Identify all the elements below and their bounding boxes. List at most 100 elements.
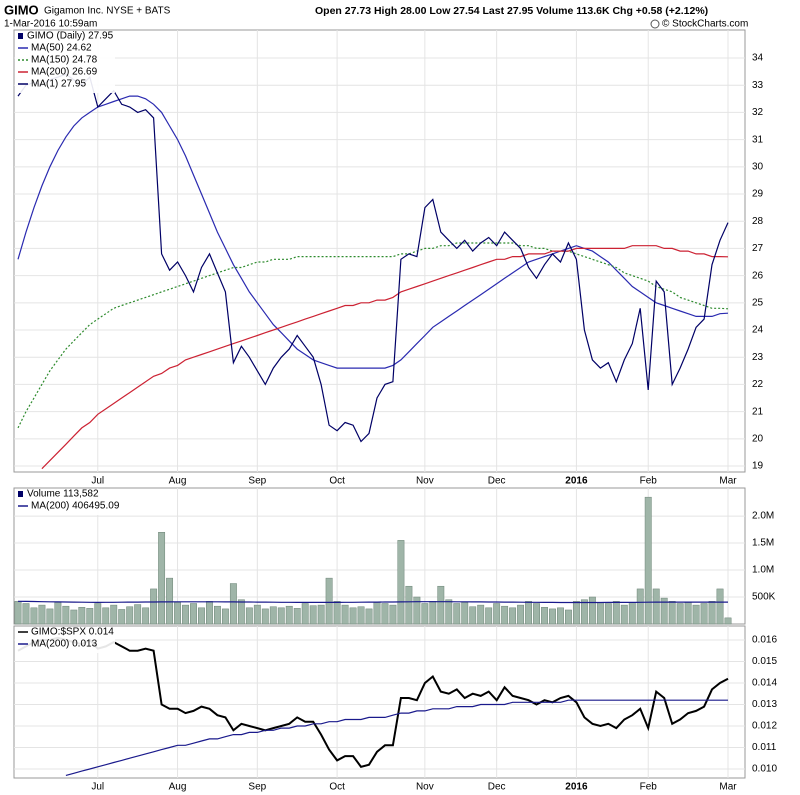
symbol: GIMO — [4, 2, 39, 17]
volume-bar — [174, 602, 181, 625]
volume-bar — [126, 606, 134, 625]
volume-bar — [405, 585, 413, 625]
series-line — [17, 600, 728, 604]
volume-bar — [389, 604, 397, 625]
x-tick-label: 2016 — [565, 476, 588, 487]
x-tick-label: 2016 — [565, 782, 588, 793]
y-tick-label: 23 — [752, 352, 764, 363]
y-tick-label: 33 — [752, 80, 764, 91]
volume-bar — [413, 596, 421, 625]
volume-bar — [341, 604, 349, 625]
volume-bar — [150, 588, 158, 625]
volume-bar — [421, 603, 429, 625]
legend-label: GIMO:$SPX 0.014 — [31, 627, 114, 638]
volume-bar — [190, 603, 197, 625]
legend-label: MA(200) 406495.09 — [31, 501, 120, 512]
legend-label: MA(200) 26.69 — [31, 67, 98, 78]
x-tick-label: Nov — [416, 782, 434, 793]
volume-bar — [301, 603, 309, 625]
volume-bar — [724, 617, 732, 625]
y-tick-label: 0.015 — [752, 656, 777, 667]
volume-bar — [525, 601, 533, 625]
volume-bar — [213, 605, 221, 625]
y-tick-label: 31 — [752, 134, 764, 145]
volume-bar — [237, 599, 245, 625]
x-tick-label: Aug — [169, 782, 187, 793]
volume-bar — [700, 603, 708, 625]
y-tick-label: 0.011 — [752, 742, 777, 753]
y-tick-label: 1.0M — [752, 565, 774, 576]
volume-bar — [62, 605, 70, 625]
volume-bar — [708, 601, 716, 625]
volume-bar — [628, 602, 636, 625]
volume-bar — [604, 603, 612, 625]
volume-bar — [493, 603, 501, 625]
volume-bar — [572, 601, 580, 625]
volume-bar — [317, 604, 325, 625]
volume-bar — [588, 596, 596, 625]
x-tick-label: Oct — [329, 476, 345, 487]
volume-bar — [692, 604, 700, 625]
quote-line: Open 27.73 High 28.00 Low 27.54 Last 27.… — [315, 5, 708, 17]
volume-bar — [102, 607, 110, 625]
volume-bar — [557, 607, 564, 625]
x-tick-label: Dec — [488, 476, 506, 487]
volume-bar — [229, 583, 237, 625]
volume-bar — [166, 577, 174, 625]
legend-label: MA(200) 0.013 — [31, 639, 98, 650]
series-line — [65, 699, 728, 776]
legend-label: MA(50) 24.62 — [31, 43, 92, 54]
volume-bar — [652, 588, 660, 625]
y-tick-label: 30 — [752, 161, 764, 172]
volume-bar — [501, 605, 509, 625]
volume-bar — [429, 601, 437, 625]
x-tick-label: Mar — [719, 476, 737, 487]
volume-bar — [397, 540, 405, 625]
series-line — [17, 73, 729, 443]
credit: © StockCharts.com — [662, 19, 748, 30]
volume-bar — [612, 601, 620, 625]
volume-bar — [453, 603, 461, 625]
volume-bar — [517, 604, 525, 625]
y-tick-label: 34 — [752, 53, 764, 64]
volume-bar — [325, 577, 333, 625]
volume-bar — [86, 608, 94, 625]
series-line — [17, 636, 729, 768]
volume-bar — [261, 608, 269, 625]
y-tick-label: 25 — [752, 297, 764, 308]
x-tick-label: Aug — [169, 476, 187, 487]
y-tick-label: 32 — [752, 107, 764, 118]
volume-bar — [541, 607, 548, 625]
volume-bar — [253, 604, 261, 625]
x-tick-label: Sep — [248, 476, 266, 487]
y-tick-label: 2.0M — [752, 511, 774, 522]
volume-bar — [684, 602, 692, 625]
volume-bar — [245, 607, 253, 625]
volume-bar — [54, 602, 62, 625]
x-tick-label: Jul — [91, 476, 104, 487]
volume-bar — [333, 601, 341, 625]
volume-bar — [445, 599, 453, 625]
y-tick-label: 0.014 — [752, 678, 777, 689]
volume-bar — [118, 609, 126, 625]
y-tick-label: 29 — [752, 189, 764, 200]
volume-bar — [285, 605, 293, 625]
y-tick-label: 22 — [752, 379, 764, 390]
credit-icon — [650, 19, 660, 29]
x-tick-label: Mar — [719, 782, 737, 793]
volume-bar — [142, 607, 150, 625]
y-tick-label: 1.5M — [752, 538, 774, 549]
volume-bar — [620, 604, 628, 625]
y-tick-label: 0.010 — [752, 764, 777, 775]
volume-bar — [38, 604, 46, 625]
volume-bar — [22, 603, 30, 625]
x-tick-label: Nov — [416, 476, 434, 487]
volume-bar — [461, 602, 469, 625]
series-line — [17, 242, 729, 429]
y-tick-label: 500K — [752, 592, 776, 603]
volume-bar — [509, 607, 517, 625]
volume-bar — [221, 608, 229, 625]
legend-title: GIMO (Daily) 27.95 — [27, 31, 114, 42]
volume-bar — [365, 608, 373, 625]
